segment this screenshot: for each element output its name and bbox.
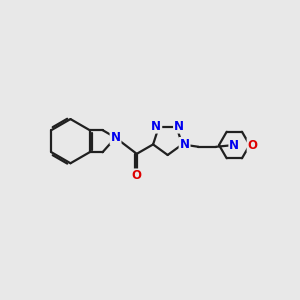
Text: N: N [229, 139, 239, 152]
Text: N: N [110, 131, 121, 144]
Text: O: O [132, 169, 142, 182]
Text: O: O [248, 139, 258, 152]
Text: N: N [174, 120, 184, 133]
Text: N: N [180, 138, 190, 151]
Text: N: N [151, 120, 161, 133]
